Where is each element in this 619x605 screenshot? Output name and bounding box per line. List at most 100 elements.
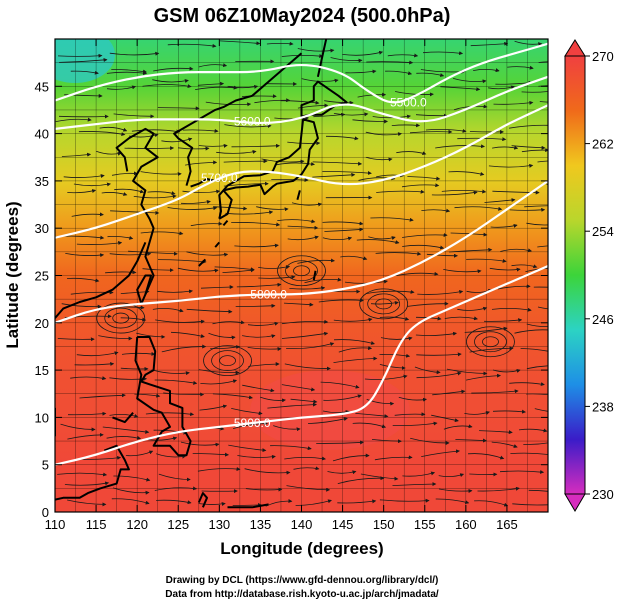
- y-tick-label: 5: [42, 458, 49, 473]
- streamline: [492, 369, 521, 373]
- streamline: [120, 317, 147, 322]
- streamline: [375, 251, 422, 256]
- streamline: [523, 442, 548, 445]
- streamline: [484, 198, 516, 203]
- streamline: [136, 332, 166, 339]
- contour-label: 5900.0: [234, 416, 271, 430]
- contour-line: [55, 75, 548, 130]
- contour-line: [55, 104, 548, 239]
- streamline: [466, 258, 507, 263]
- streamline: [190, 221, 223, 227]
- colorbar-tick-label: 254: [592, 224, 614, 239]
- vortex-ring: [367, 293, 401, 315]
- streamline: [392, 482, 437, 487]
- streamline: [365, 131, 402, 137]
- streamline: [73, 182, 111, 187]
- coastline-segment: [173, 52, 303, 186]
- vortex-ring: [466, 326, 515, 358]
- streamline: [225, 210, 274, 215]
- streamlines: [55, 40, 548, 508]
- streamline: [479, 430, 513, 435]
- streamline: [180, 200, 211, 204]
- streamline: [324, 100, 354, 105]
- streamline: [414, 366, 441, 375]
- streamline: [186, 251, 229, 257]
- streamline: [537, 245, 548, 248]
- streamline: [153, 429, 188, 435]
- streamline: [57, 472, 108, 477]
- streamline: [473, 68, 500, 73]
- streamline: [466, 373, 501, 381]
- y-axis-label: Latitude (degrees): [3, 201, 22, 348]
- x-tick-label: 120: [126, 517, 148, 532]
- coastline-segment: [316, 39, 328, 78]
- colorbar-ramp: [564, 55, 586, 495]
- x-tick-label: 135: [250, 517, 272, 532]
- streamline: [337, 499, 377, 504]
- streamline: [270, 445, 312, 451]
- streamline: [449, 247, 493, 253]
- contour-line: [55, 179, 548, 324]
- streamline: [352, 422, 387, 429]
- streamline: [345, 69, 377, 74]
- streamline: [180, 441, 220, 447]
- streamline: [402, 471, 436, 477]
- streamline: [364, 374, 408, 380]
- streamline: [177, 267, 219, 273]
- streamline: [273, 425, 301, 432]
- streamline: [491, 441, 518, 448]
- streamline: [514, 40, 543, 47]
- streamline: [198, 143, 228, 148]
- streamline: [507, 65, 534, 70]
- streamline: [450, 232, 488, 237]
- streamline: [277, 219, 316, 224]
- streamline: [161, 344, 207, 353]
- streamline: [385, 70, 413, 76]
- streamline: [71, 212, 104, 217]
- vortex-ring: [203, 345, 252, 377]
- streamline: [391, 123, 421, 128]
- streamline: [293, 466, 320, 471]
- streamline: [113, 113, 155, 119]
- streamline: [287, 235, 319, 241]
- streamline: [392, 421, 438, 426]
- streamline: [231, 222, 281, 227]
- vortex-ring: [474, 331, 507, 353]
- contour-label: 5600.0: [234, 114, 271, 128]
- streamline: [140, 171, 182, 176]
- streamline: [161, 137, 193, 143]
- colorbar-tick-label: 230: [592, 487, 614, 502]
- streamline: [425, 128, 467, 133]
- streamline: [157, 289, 193, 294]
- streamline: [416, 352, 462, 357]
- streamline: [509, 207, 546, 212]
- streamline: [366, 60, 414, 65]
- streamline: [70, 70, 99, 75]
- streamline: [276, 161, 315, 166]
- streamline: [528, 489, 548, 492]
- streamline: [66, 277, 100, 283]
- streamline: [261, 158, 305, 164]
- contour-line: [55, 264, 548, 466]
- streamline: [337, 476, 385, 484]
- y-tick-label: 15: [35, 363, 49, 378]
- streamline: [185, 160, 218, 166]
- streamline: [435, 144, 485, 149]
- streamline: [435, 498, 470, 505]
- streamline: [281, 384, 316, 392]
- vortex-ring: [375, 298, 393, 310]
- streamline: [448, 171, 485, 176]
- streamline: [120, 366, 149, 371]
- streamline: [145, 412, 195, 417]
- streamline: [492, 190, 540, 195]
- credit-data: Data from http://database.rish.kyoto-u.a…: [165, 589, 439, 600]
- streamline: [223, 159, 268, 164]
- streamline: [376, 189, 425, 194]
- streamline: [212, 393, 253, 400]
- streamline: [370, 300, 399, 305]
- streamline: [99, 126, 128, 132]
- coastline-segment: [222, 219, 229, 227]
- streamline: [297, 258, 335, 264]
- streamline: [295, 499, 332, 506]
